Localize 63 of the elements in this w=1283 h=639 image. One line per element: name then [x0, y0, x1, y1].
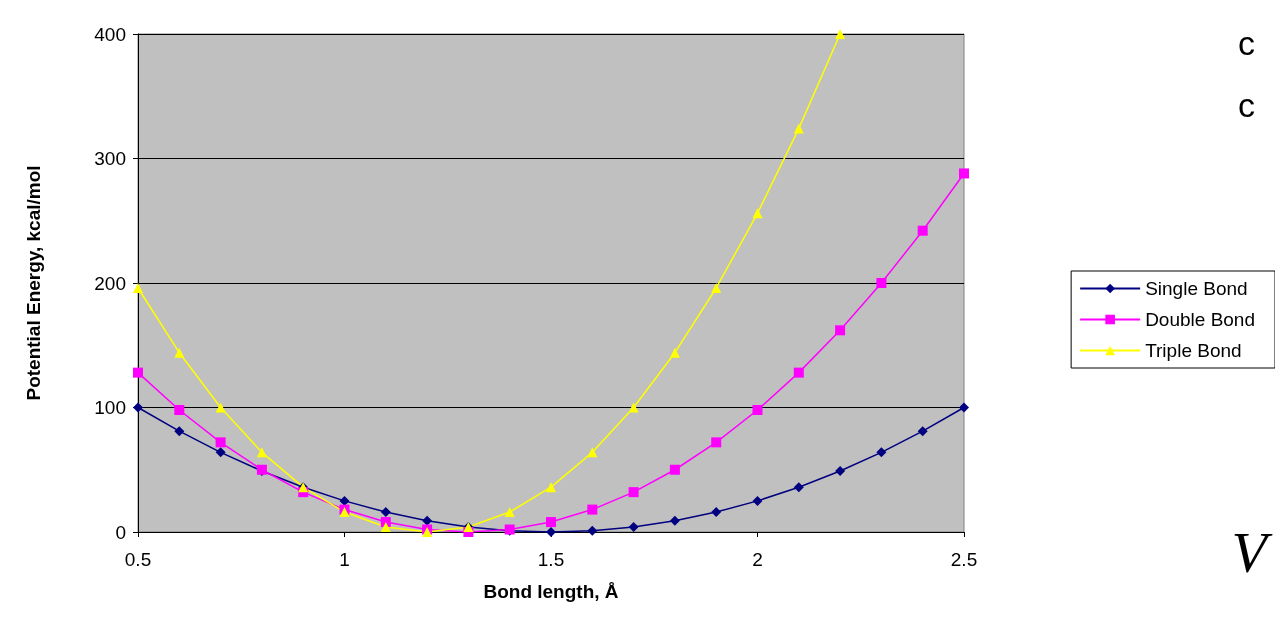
point: [711, 437, 722, 448]
text: V: [1231, 519, 1274, 585]
point: [174, 347, 185, 358]
x-tick-label: 1: [339, 549, 350, 570]
point: [876, 278, 887, 288]
legend-label: Double Bond: [1145, 309, 1256, 330]
x-axis-title: Bond length, Å: [483, 581, 619, 602]
legend-label: Triple Bond: [1145, 340, 1242, 361]
y-tick-label: 100: [94, 397, 126, 418]
point: [133, 367, 143, 378]
point: [174, 426, 185, 437]
point: [917, 225, 928, 236]
point: [628, 522, 639, 533]
point: [256, 447, 267, 458]
point: [587, 504, 598, 515]
x-tick-label: 1.5: [537, 549, 565, 570]
y-tick-label: 300: [94, 148, 126, 169]
point: [669, 515, 680, 526]
point: [133, 282, 143, 293]
point: [669, 464, 680, 475]
point: [339, 495, 350, 506]
point: [876, 447, 887, 458]
point: [835, 29, 846, 39]
x-tick-label: 2: [752, 549, 763, 570]
legend-label: Single Bond: [1145, 278, 1248, 299]
point: [628, 402, 639, 413]
y-tick-label: 0: [115, 521, 126, 543]
y-tick-label: 200: [94, 272, 126, 294]
point: [215, 437, 226, 448]
point: [628, 487, 639, 498]
point: [587, 447, 598, 458]
text: c: [1238, 24, 1255, 62]
point: [917, 426, 928, 437]
point: [752, 404, 763, 415]
point: [959, 168, 969, 179]
point: [793, 123, 804, 134]
point: [422, 515, 433, 526]
point: [174, 404, 185, 415]
point: [215, 447, 226, 458]
point: [711, 282, 722, 293]
x-tick-label: 0.5: [124, 549, 152, 570]
point: [793, 367, 804, 378]
point: [215, 402, 226, 413]
point: [959, 402, 969, 413]
point: [669, 347, 680, 358]
y-axis-title: Potential Energy, kcal/mol: [23, 165, 44, 401]
point: [793, 482, 804, 493]
point: [133, 402, 143, 413]
point: [380, 507, 391, 518]
point: [835, 465, 846, 476]
point: [835, 325, 846, 336]
text: c: [1238, 86, 1255, 124]
point: [711, 507, 722, 518]
point: [546, 482, 556, 493]
point: [546, 527, 556, 537]
point: [546, 517, 556, 528]
point: [752, 495, 763, 506]
point: [752, 208, 763, 219]
y-tick-label: 400: [94, 23, 126, 45]
point: [380, 522, 391, 533]
point: [504, 507, 515, 518]
x-tick-label: 2.5: [950, 549, 978, 570]
point: [587, 525, 598, 536]
